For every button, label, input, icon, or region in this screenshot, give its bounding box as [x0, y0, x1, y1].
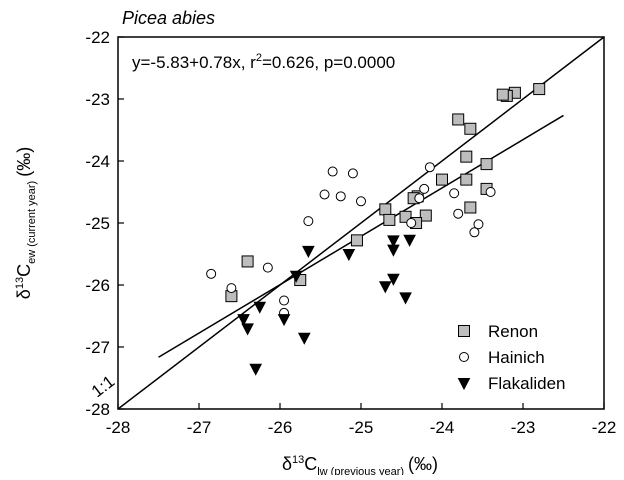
y-tick-label: -25 — [85, 214, 110, 233]
hainich-point — [347, 168, 358, 179]
hainich-point — [485, 187, 496, 197]
flakaliden-point — [277, 314, 291, 327]
chart-title: Picea abies — [122, 8, 215, 28]
y-tick-label: -23 — [85, 90, 110, 109]
hainich-point — [453, 208, 464, 219]
renon-point — [436, 173, 448, 186]
series-hainich — [206, 162, 496, 318]
hainich-point — [206, 268, 217, 279]
y-tick-label: -22 — [85, 28, 110, 47]
equation-superscript: 2 — [256, 52, 262, 64]
hainich-point — [356, 196, 366, 207]
x-tick-label: -28 — [106, 418, 131, 437]
flakaliden-point — [297, 332, 311, 345]
flakaliden-point — [399, 292, 412, 305]
y-label-sub: ew (current year) — [26, 181, 38, 264]
x-tick-label: -27 — [187, 418, 212, 437]
hainich-point — [319, 189, 330, 200]
flakaliden-point — [403, 234, 416, 247]
x-axis: -28 -27 -26 -25 -24 -23 -22 — [106, 403, 617, 437]
legend: Renon Hainich Flakaliden — [457, 322, 566, 393]
series-flakaliden — [237, 234, 416, 376]
hainich-point — [469, 227, 480, 238]
flakaliden-point — [253, 301, 267, 314]
hainich-point — [262, 262, 273, 273]
renon-point — [452, 113, 465, 126]
one-to-one-line — [117, 36, 605, 410]
x-tick-label: -23 — [511, 418, 536, 437]
x-tick-label: -25 — [349, 418, 374, 437]
legend-marker-hainich — [459, 352, 469, 362]
renon-point — [350, 234, 363, 247]
renon-point — [464, 122, 477, 135]
hainich-point — [335, 191, 346, 202]
legend-marker-flakaliden — [457, 378, 471, 391]
equation-suffix: =0.626, p=0.0000 — [262, 53, 395, 72]
y-tick-label: -24 — [85, 152, 110, 171]
y-label-delta: δ — [14, 289, 34, 299]
hainich-point — [419, 183, 430, 194]
flakaliden-point — [289, 270, 303, 283]
flakaliden-point — [237, 314, 250, 327]
legend-label-renon: Renon — [488, 322, 538, 341]
renon-point — [480, 158, 493, 171]
y-axis: -28 -27 -26 -25 -24 -23 -22 — [85, 28, 124, 419]
renon-point — [383, 213, 396, 226]
renon-point — [399, 210, 412, 223]
flakaliden-point — [387, 244, 400, 257]
one-to-one-label: 1:1 — [88, 372, 118, 401]
y-label-unit: (‰) — [14, 147, 34, 177]
flakaliden-point — [302, 245, 315, 258]
hainich-point — [424, 162, 435, 173]
hainich-point — [226, 283, 237, 294]
flakaliden-point — [342, 249, 356, 262]
x-axis-label: δ13Clw (previous year) (‰) — [282, 454, 438, 475]
renon-point — [533, 83, 546, 96]
renon-point — [460, 150, 473, 163]
y-axis-label: δ13Cew (current year) (‰) — [14, 147, 38, 299]
hainich-point — [279, 295, 290, 306]
hainich-point — [414, 193, 425, 204]
x-label-unit: (‰) — [408, 454, 438, 474]
regression-equation: y=-5.83+0.78x, r2=0.626, p=0.0000 — [132, 52, 395, 72]
renon-point — [496, 88, 509, 101]
x-label-sup: 13 — [292, 454, 304, 466]
legend-label-flakaliden: Flakaliden — [488, 374, 566, 393]
hainich-point — [406, 218, 417, 228]
flakaliden-point — [249, 363, 263, 376]
x-tick-label: -26 — [268, 418, 293, 437]
y-label-sup: 13 — [14, 277, 26, 289]
series-renon — [225, 83, 546, 303]
hainich-point — [327, 166, 338, 177]
flakaliden-point — [387, 273, 400, 286]
x-label-delta: δ — [282, 454, 292, 474]
renon-point — [464, 201, 477, 214]
flakaliden-point — [378, 281, 392, 294]
y-label-base: C — [14, 264, 34, 277]
x-tick-label: -22 — [592, 418, 617, 437]
hainich-point — [473, 219, 484, 230]
hainich-point — [449, 188, 460, 199]
y-tick-label: -27 — [85, 338, 110, 357]
legend-marker-renon — [458, 325, 470, 337]
data-points — [206, 83, 546, 376]
flakaliden-point — [241, 323, 254, 336]
y-tick-label: -28 — [85, 400, 110, 419]
equation-prefix: y=-5.83+0.78x, r — [132, 53, 256, 72]
legend-label-hainich: Hainich — [488, 348, 545, 367]
renon-point — [419, 209, 432, 222]
renon-point — [241, 255, 254, 268]
x-label-sub: lw (previous year) — [317, 466, 404, 475]
x-label-base: C — [304, 454, 317, 474]
renon-point — [379, 203, 392, 216]
hainich-point — [303, 216, 314, 227]
renon-point — [460, 173, 473, 186]
x-tick-label: -24 — [430, 418, 455, 437]
y-tick-label: -26 — [85, 276, 110, 295]
flakaliden-point — [387, 235, 400, 248]
